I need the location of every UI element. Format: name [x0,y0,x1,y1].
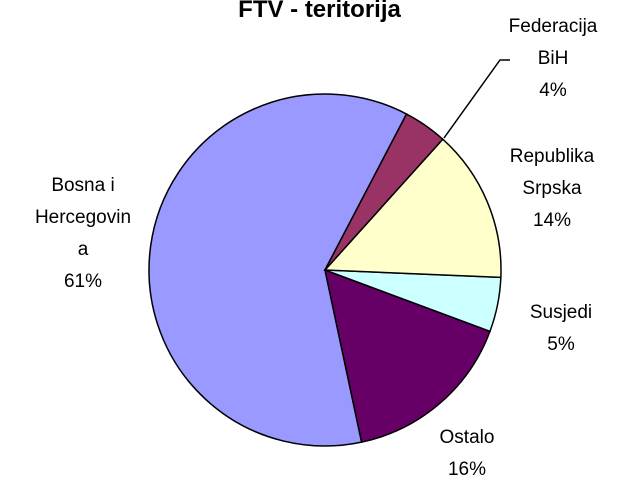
category-name: Ostalo [439,427,495,448]
slice-label: Federacija BiH 4% [503,11,603,107]
leader-line [443,59,510,139]
pie-slice [323,268,491,444]
value-label: 16% [447,459,487,480]
category-name: Federacija BiH [508,16,598,69]
pie-slice [324,113,444,271]
value-label: 5% [547,334,575,355]
category-name: Bosna i Hercegovina [34,175,132,260]
slice-label: Bosna i Hercegovina 61% [33,170,133,298]
value-label: 14% [532,210,572,231]
value-label: 4% [539,80,567,101]
category-name: Susjedi [529,302,593,323]
value-label: 61% [63,271,103,292]
category-name: Republika Srpska [509,146,595,199]
pie-slice [148,93,408,447]
slice-label: Republika Srpska 14% [500,141,604,237]
slice-label: Susjedi 5% [521,297,601,361]
chart-title: FTV - teritorija [238,0,401,23]
slice-label: Ostalo 16% [427,422,507,480]
pie-slice [323,138,502,279]
